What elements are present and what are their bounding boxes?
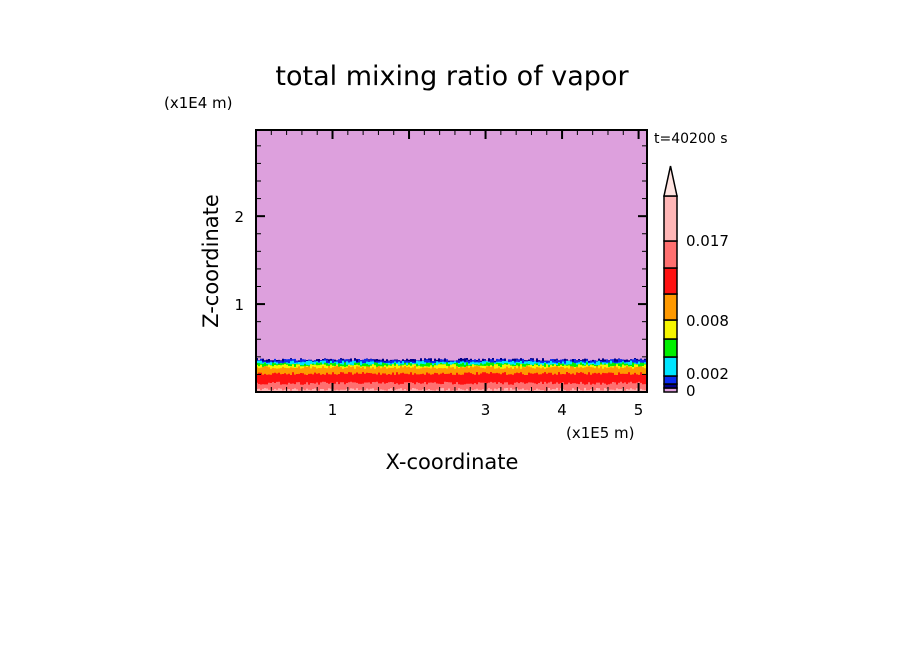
y-tick-label: 2 (234, 208, 244, 226)
contour-field (256, 130, 648, 392)
contour-layer (256, 387, 648, 392)
y-axis-label: Z-coordinate (199, 194, 223, 328)
colorbar-label: 0.008 (686, 312, 729, 330)
colorbar-segment (663, 240, 678, 269)
colorbar-segment (663, 375, 678, 385)
y-unit-label: (x1E4 m) (164, 94, 233, 112)
colorbar-segment (663, 356, 678, 377)
colorbar-segment (663, 293, 678, 321)
x-unit-label: (x1E5 m) (566, 424, 635, 442)
x-tick-label: 5 (634, 401, 644, 419)
colorbar-segment (663, 338, 678, 358)
time-label: t=40200 s (654, 131, 728, 147)
x-axis-label: X-coordinate (386, 450, 519, 474)
colorbar-segment (663, 267, 678, 295)
x-tick-label: 2 (404, 401, 414, 419)
colorbar-segment (663, 319, 678, 340)
y-tick-label: 1 (234, 296, 244, 314)
colorbar-label: 0.017 (686, 232, 729, 250)
x-tick-label: 4 (557, 401, 567, 419)
colorbar-segment (663, 195, 678, 242)
chart-title: total mixing ratio of vapor (275, 61, 629, 92)
axes: 1 2 3 4 5 1 2 (234, 129, 648, 419)
colorbar: 00.002 0.008 0.017 (663, 165, 729, 400)
plot-frame (255, 129, 648, 393)
colorbar-extend-triangle (663, 165, 678, 197)
x-tick-label: 1 (328, 401, 338, 419)
contour-layer (256, 130, 647, 392)
colorbar-label: 0.002 (686, 365, 729, 383)
x-tick-label: 3 (481, 401, 491, 419)
colorbar-label: 0 (686, 382, 696, 400)
